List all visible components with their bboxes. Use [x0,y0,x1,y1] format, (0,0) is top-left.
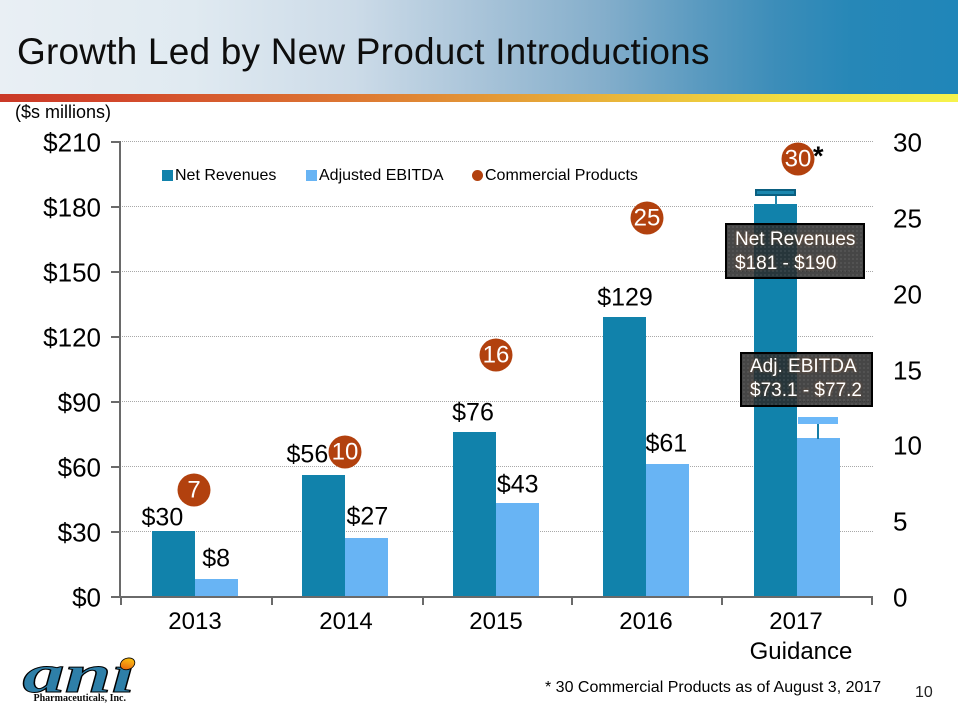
svg-text:anı: anı [23,645,135,705]
svg-text:Pharmaceuticals, Inc.: Pharmaceuticals, Inc. [34,693,127,704]
